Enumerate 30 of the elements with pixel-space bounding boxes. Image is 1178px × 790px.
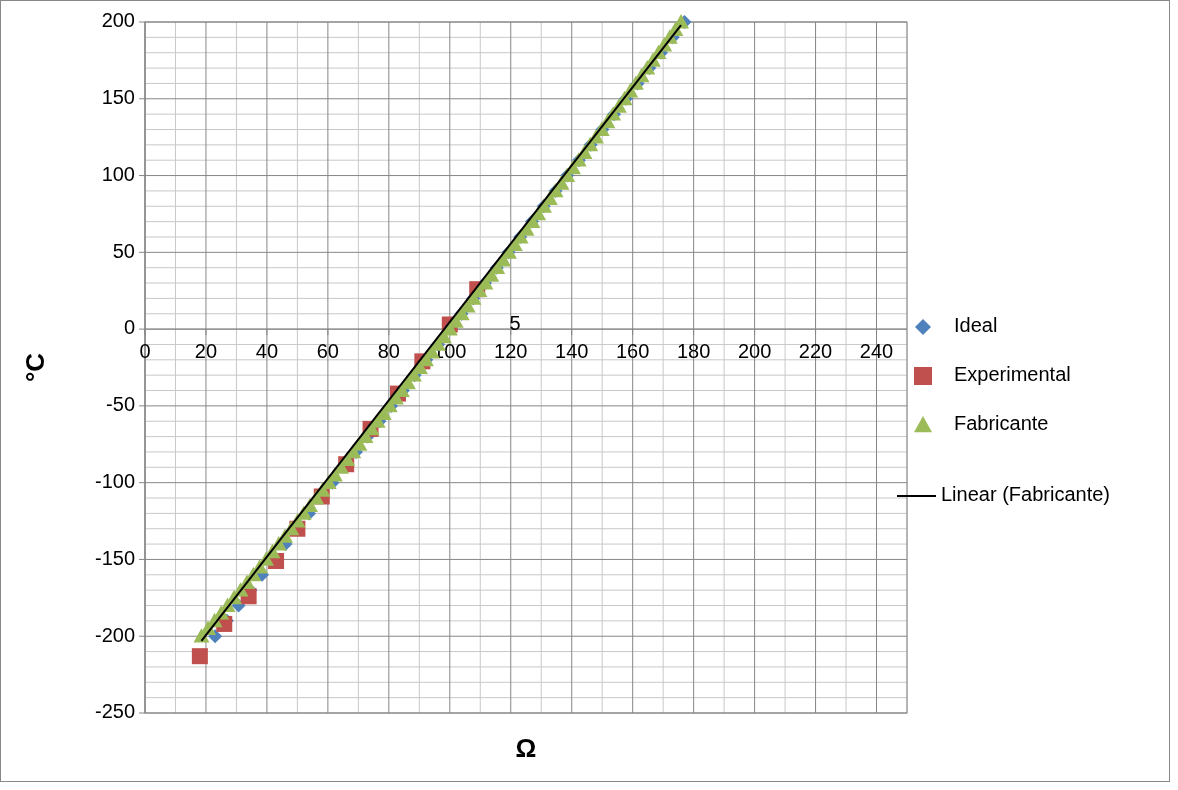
x-tick-label: 80 bbox=[377, 339, 400, 362]
x-tick-label: 0 bbox=[139, 339, 151, 362]
y-axis-title: °C bbox=[20, 352, 50, 383]
legend-label: Fabricante bbox=[954, 412, 1049, 435]
legend-label: Linear (Fabricante) bbox=[941, 483, 1110, 506]
x-tick-label: 120 bbox=[494, 339, 528, 362]
x-tick-label: 240 bbox=[859, 339, 894, 362]
y-tick-label: -250 bbox=[94, 700, 135, 723]
x-axis-title: Ω bbox=[515, 733, 537, 763]
x-tick-label: 140 bbox=[555, 339, 589, 362]
y-tick-label: -50 bbox=[106, 393, 135, 416]
legend-label: Ideal bbox=[954, 314, 998, 337]
y-tick-label: 200 bbox=[101, 9, 135, 32]
x-tick-label: 40 bbox=[255, 339, 279, 362]
x-tick-label: 60 bbox=[316, 339, 340, 362]
annotation: 5 bbox=[509, 312, 521, 335]
y-tick-label: 50 bbox=[112, 239, 135, 262]
y-tick-label: 0 bbox=[123, 316, 135, 339]
legend-label: Experimental bbox=[954, 363, 1071, 386]
x-tick-label: 160 bbox=[615, 339, 650, 362]
y-tick-label: 150 bbox=[101, 86, 135, 109]
x-tick-label: 220 bbox=[798, 339, 833, 362]
x-tick-label: 200 bbox=[737, 339, 772, 362]
y-tick-label: -200 bbox=[94, 623, 135, 646]
y-tick-label: -100 bbox=[94, 469, 135, 492]
y-tick-label: 100 bbox=[101, 162, 135, 185]
x-tick-label: 20 bbox=[194, 339, 218, 362]
x-tick-label: 180 bbox=[676, 339, 711, 362]
y-tick-label: -150 bbox=[94, 546, 135, 569]
point bbox=[191, 648, 208, 665]
